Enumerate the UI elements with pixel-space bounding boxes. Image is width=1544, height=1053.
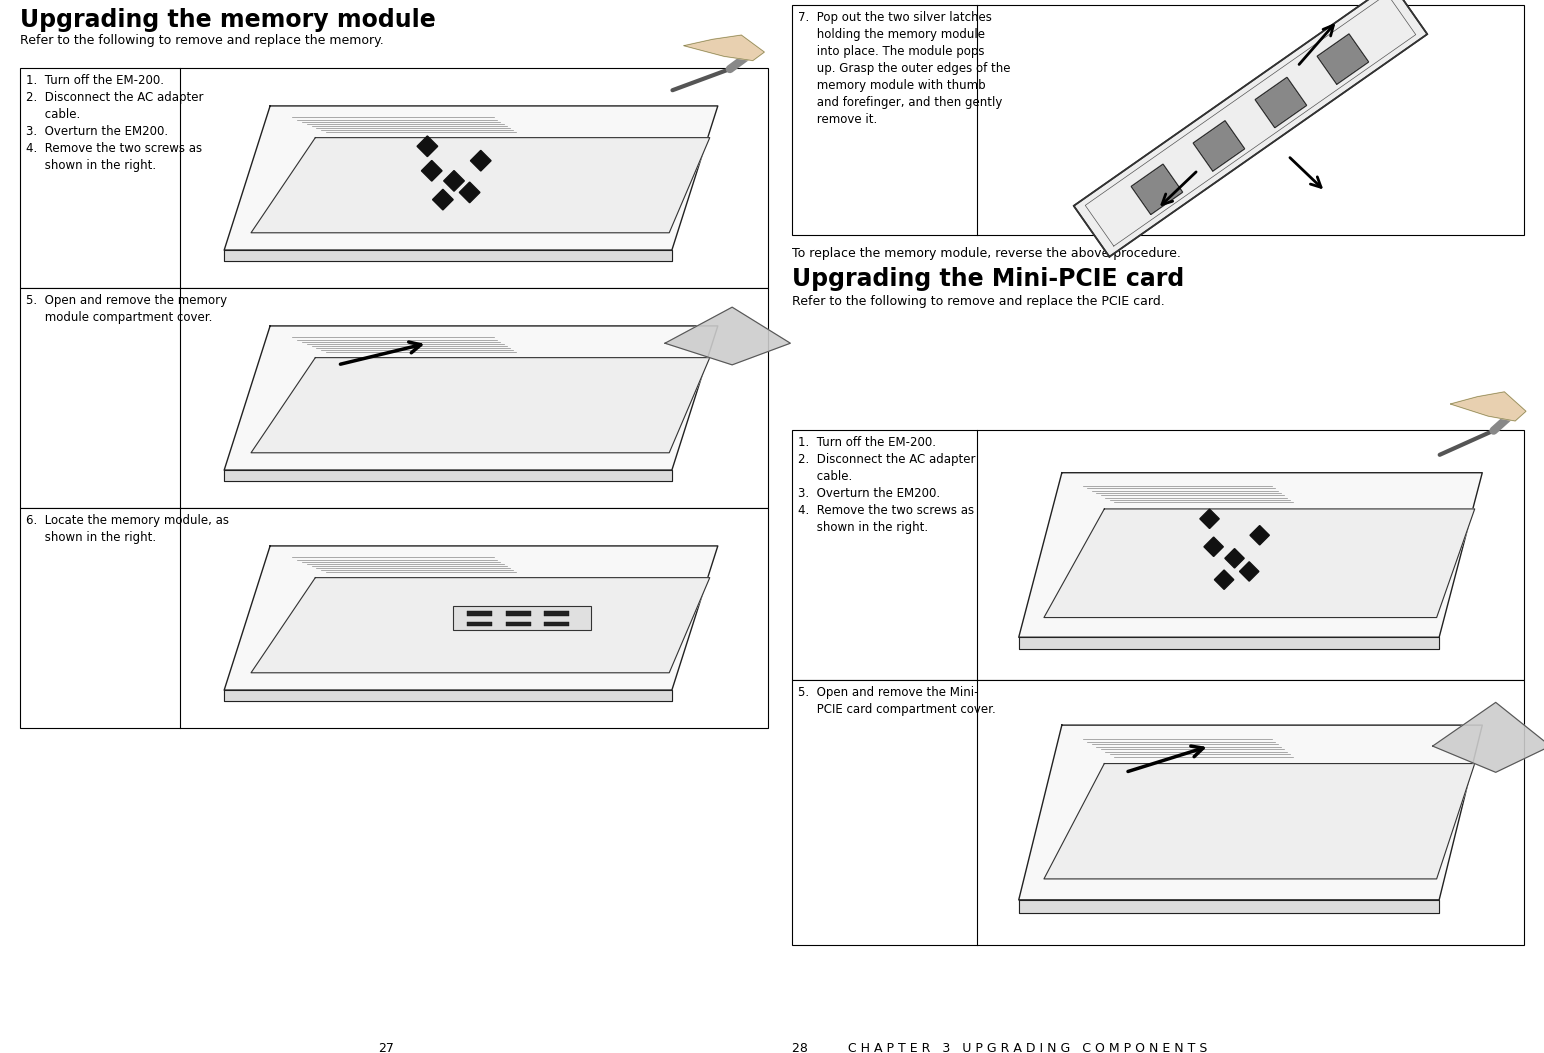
Polygon shape xyxy=(1044,763,1475,879)
Bar xyxy=(468,621,493,627)
Bar xyxy=(792,5,1524,235)
Bar xyxy=(506,611,531,616)
Text: To replace the memory module, reverse the above procedure.: To replace the memory module, reverse th… xyxy=(792,247,1181,260)
Text: Upgrading the Mini-PCIE card: Upgrading the Mini-PCIE card xyxy=(792,267,1184,291)
Polygon shape xyxy=(1317,34,1368,84)
Polygon shape xyxy=(432,190,454,210)
Text: 27: 27 xyxy=(378,1042,394,1053)
Polygon shape xyxy=(422,160,442,181)
Polygon shape xyxy=(1194,121,1244,171)
Polygon shape xyxy=(1132,164,1183,215)
Polygon shape xyxy=(1224,549,1244,568)
Bar xyxy=(20,289,767,508)
Bar xyxy=(506,621,531,627)
Polygon shape xyxy=(1194,121,1244,171)
Text: 6.  Locate the memory module, as
     shown in the right.: 6. Locate the memory module, as shown in… xyxy=(26,514,229,544)
Text: 1.  Turn off the EM-200.
2.  Disconnect the AC adapter
     cable.
3.  Overturn : 1. Turn off the EM-200. 2. Disconnect th… xyxy=(26,74,204,172)
Polygon shape xyxy=(224,326,718,470)
Bar xyxy=(792,430,1524,680)
Polygon shape xyxy=(224,545,718,690)
Polygon shape xyxy=(471,151,491,171)
Text: 5.  Open and remove the memory
     module compartment cover.: 5. Open and remove the memory module com… xyxy=(26,294,227,324)
Text: 5.  Open and remove the Mini-
     PCIE card compartment cover.: 5. Open and remove the Mini- PCIE card c… xyxy=(798,686,996,716)
Bar xyxy=(454,607,591,630)
Bar xyxy=(468,611,493,616)
Polygon shape xyxy=(1019,726,1482,900)
Text: Refer to the following to remove and replace the memory.: Refer to the following to remove and rep… xyxy=(20,34,384,47)
Polygon shape xyxy=(252,358,710,453)
Polygon shape xyxy=(1019,637,1439,650)
Bar xyxy=(545,611,570,616)
Text: 1.  Turn off the EM-200.
2.  Disconnect the AC adapter
     cable.
3.  Overturn : 1. Turn off the EM-200. 2. Disconnect th… xyxy=(798,436,976,534)
Polygon shape xyxy=(1019,473,1482,637)
Polygon shape xyxy=(1251,525,1269,545)
Text: Refer to the following to remove and replace the PCIE card.: Refer to the following to remove and rep… xyxy=(792,295,1164,307)
Polygon shape xyxy=(252,138,710,233)
Polygon shape xyxy=(665,307,791,364)
Polygon shape xyxy=(1450,392,1525,421)
Polygon shape xyxy=(1240,561,1258,581)
Polygon shape xyxy=(1215,570,1234,590)
Polygon shape xyxy=(224,106,718,250)
Text: 7.  Pop out the two silver latches
     holding the memory module
     into plac: 7. Pop out the two silver latches holdin… xyxy=(798,11,1010,126)
Polygon shape xyxy=(684,35,764,61)
Polygon shape xyxy=(443,171,465,192)
Polygon shape xyxy=(224,470,672,480)
Polygon shape xyxy=(1200,509,1220,529)
Polygon shape xyxy=(224,690,672,700)
Polygon shape xyxy=(1044,509,1475,617)
Polygon shape xyxy=(1073,0,1427,257)
Bar xyxy=(20,508,767,728)
Polygon shape xyxy=(1255,77,1306,127)
Bar xyxy=(792,680,1524,945)
Polygon shape xyxy=(1255,77,1306,127)
Polygon shape xyxy=(1433,702,1544,772)
Polygon shape xyxy=(1317,34,1368,84)
Polygon shape xyxy=(1204,537,1223,556)
Polygon shape xyxy=(1132,164,1183,215)
Text: 28          C H A P T E R   3   U P G R A D I N G   C O M P O N E N T S: 28 C H A P T E R 3 U P G R A D I N G C O… xyxy=(792,1042,1207,1053)
Bar xyxy=(545,621,570,627)
Polygon shape xyxy=(252,578,710,673)
Polygon shape xyxy=(417,136,437,157)
Bar xyxy=(20,68,767,289)
Polygon shape xyxy=(224,250,672,261)
Text: Upgrading the memory module: Upgrading the memory module xyxy=(20,8,435,32)
Polygon shape xyxy=(1019,900,1439,913)
Polygon shape xyxy=(459,182,480,203)
